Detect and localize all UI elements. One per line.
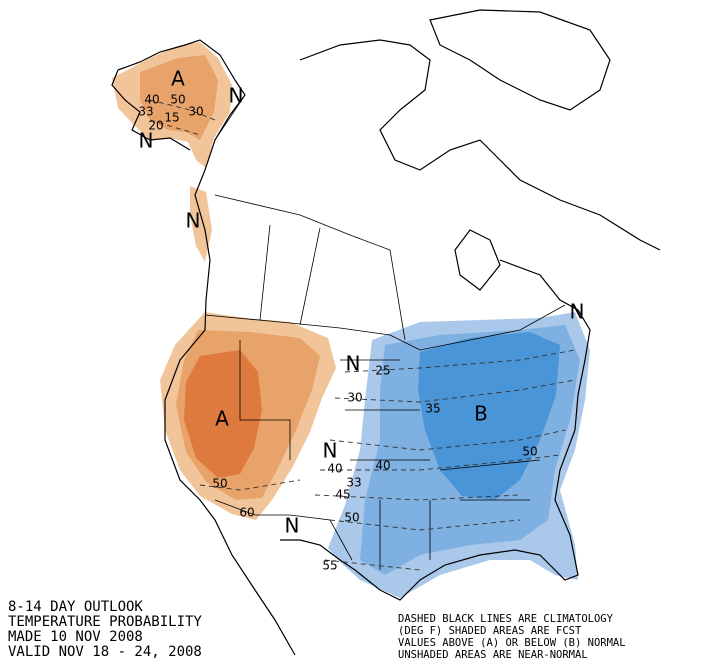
legend-line: UNSHADED AREAS ARE NEAR-NORMAL — [398, 649, 588, 661]
legend-block: DASHED BLACK LINES ARE CLIMATOLOGY (DEG … — [398, 613, 626, 661]
contour-label: 55 — [322, 559, 337, 573]
coastlines — [111, 9, 661, 656]
contour-label: 50 — [170, 93, 185, 107]
contour-label: 50 — [344, 511, 359, 525]
area-above-mid — [140, 55, 218, 140]
below-normal-areas — [328, 312, 590, 598]
legend-line: VALUES ABOVE (A) OR BELOW (B) NORMAL — [398, 637, 626, 649]
legend-line: (DEG F) SHADED AREAS ARE FCST — [398, 625, 582, 637]
area-above-high — [184, 350, 262, 478]
category-label: N — [229, 84, 244, 108]
contour-label: 33 — [138, 105, 153, 119]
contour-label: 30 — [188, 105, 203, 119]
contour-label: 40 — [375, 459, 390, 473]
contour-label: 33 — [346, 476, 361, 490]
category-label: N — [570, 300, 585, 324]
area-above-low — [190, 186, 212, 262]
category-label: N — [186, 209, 201, 233]
area-below-high — [418, 332, 560, 500]
category-label: N — [285, 514, 300, 538]
category-label: A — [171, 67, 185, 91]
category-label: N — [139, 129, 154, 153]
borders — [204, 94, 566, 570]
title-line: VALID NOV 18 - 24, 2008 — [8, 644, 202, 660]
legend-line: DASHED BLACK LINES ARE CLIMATOLOGY — [398, 613, 614, 625]
contour-label: 50 — [212, 477, 227, 491]
contour-label: 40 — [327, 462, 342, 476]
category-label: N — [346, 352, 361, 376]
category-label: N — [323, 439, 338, 463]
title-line: 8-14 DAY OUTLOOK — [8, 599, 143, 615]
title-block: 8-14 DAY OUTLOOK TEMPERATURE PROBABILITY… — [8, 599, 202, 660]
contour-label: 20 — [148, 119, 163, 133]
contour-label: 25 — [375, 364, 390, 378]
contour-label: 45 — [335, 488, 350, 502]
climatology-lines — [149, 99, 576, 571]
title-line: MADE 10 NOV 2008 — [8, 629, 143, 645]
contour-label: 50 — [522, 445, 537, 459]
contour-label: 60 — [239, 506, 254, 520]
contour-labels: 40 33 50 30 20 15 50 60 25 30 35 40 40 3… — [138, 93, 537, 573]
above-normal-areas — [112, 42, 336, 520]
category-labels: A N N N A N N N B N — [139, 67, 585, 538]
category-label: A — [215, 407, 229, 431]
contour-label: 30 — [347, 391, 362, 405]
contour-label: 40 — [144, 93, 159, 107]
contour-label: 15 — [164, 111, 179, 125]
category-label: B — [474, 402, 488, 426]
contour-label: 35 — [425, 402, 440, 416]
title-line: TEMPERATURE PROBABILITY — [8, 614, 202, 630]
